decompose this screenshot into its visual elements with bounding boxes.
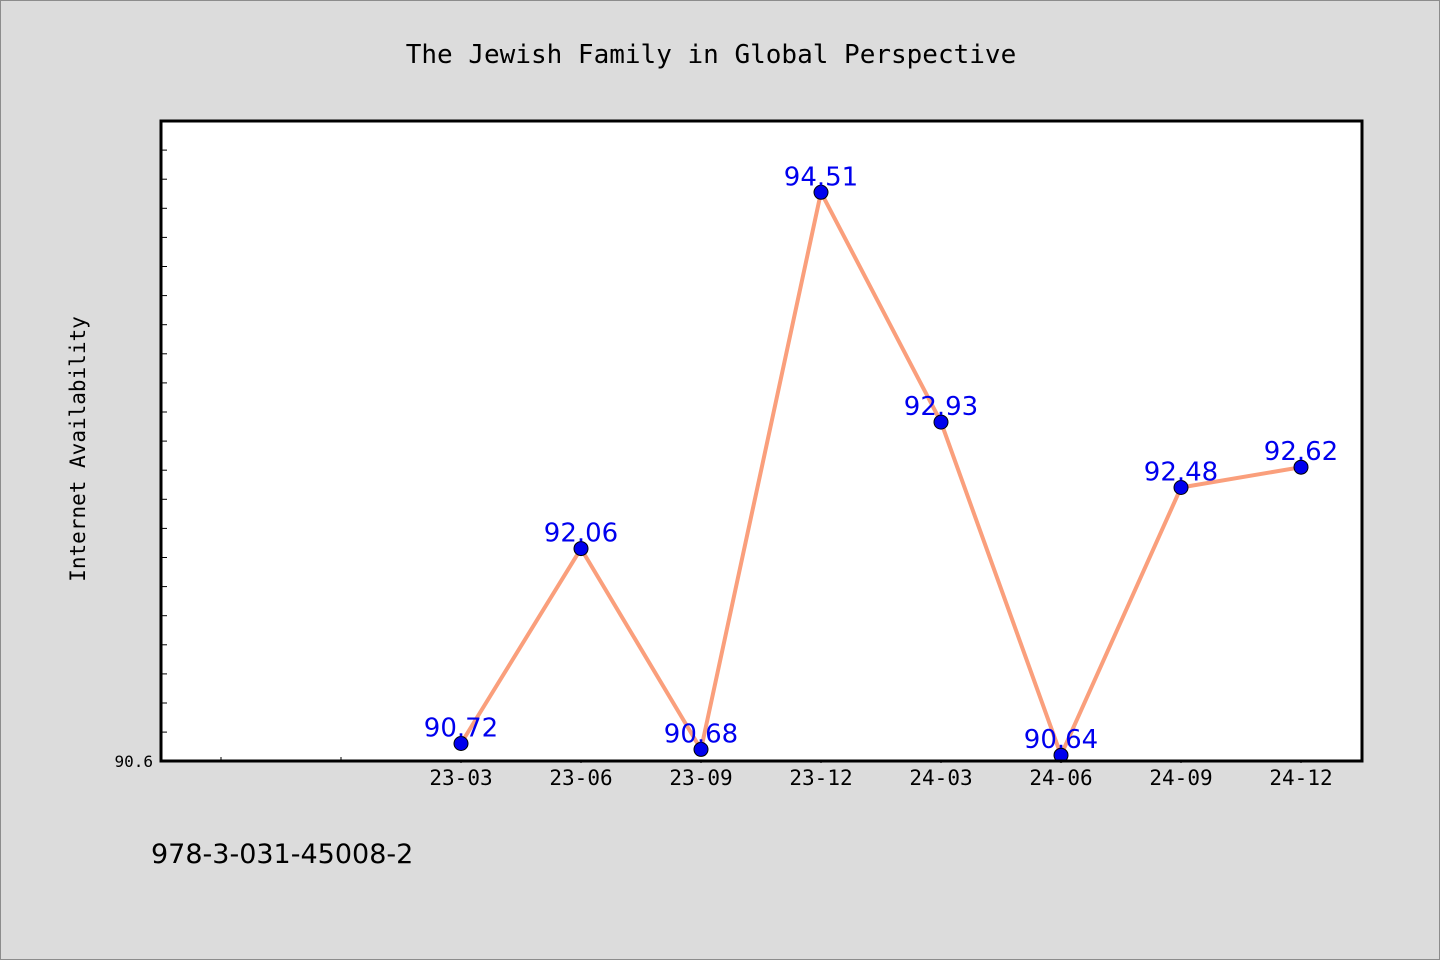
x-tick-label: 24-09 <box>1149 766 1212 790</box>
x-tick-label: 24-12 <box>1269 766 1332 790</box>
data-point <box>573 541 589 557</box>
plot-frame <box>159 119 1364 763</box>
series-line <box>459 190 1302 758</box>
series-lines <box>459 190 1302 758</box>
x-tick-label: 23-03 <box>429 766 492 790</box>
data-point <box>933 414 949 430</box>
data-label: 92.62 <box>1264 437 1338 467</box>
x-tick-label: 24-03 <box>909 766 972 790</box>
x-tick-label: 23-09 <box>669 766 732 790</box>
data-point <box>1173 480 1189 495</box>
data-label: 90.64 <box>1024 725 1098 755</box>
y-tick-label: 90.6 <box>114 752 153 771</box>
plot-area <box>161 121 1362 761</box>
data-point <box>1293 459 1309 475</box>
data-point <box>813 184 829 200</box>
x-axis-tick-labels: 23-03 23-06 23-09 23-12 24-03 24-06 24-09 24-12 <box>429 766 1332 790</box>
x-tick-label: 23-06 <box>549 766 612 790</box>
x-tick-label: 23-12 <box>789 766 852 790</box>
y-axis-tick-labels: 90.6 <box>114 752 153 771</box>
data-label: 90.72 <box>424 714 498 744</box>
x-tick-label: 24-06 <box>1029 766 1092 790</box>
chart-title: The Jewish Family in Global Perspective <box>406 40 1016 70</box>
data-point <box>453 736 469 751</box>
data-point <box>693 741 709 757</box>
data-label: 92.48 <box>1144 458 1218 488</box>
data-label: 92.93 <box>904 392 978 422</box>
y-axis-title: Internet Availability <box>66 316 90 582</box>
data-labels: 90.72 92.06 90.68 94.51 92.93 90.64 92.48 92.62 <box>424 162 1338 755</box>
data-label: 90.68 <box>664 719 738 749</box>
footnote-isbn: 978-3-031-45008-2 <box>151 839 413 870</box>
data-label: 92.06 <box>544 519 618 549</box>
series-markers <box>453 184 1309 763</box>
data-label: 94.51 <box>784 162 858 192</box>
